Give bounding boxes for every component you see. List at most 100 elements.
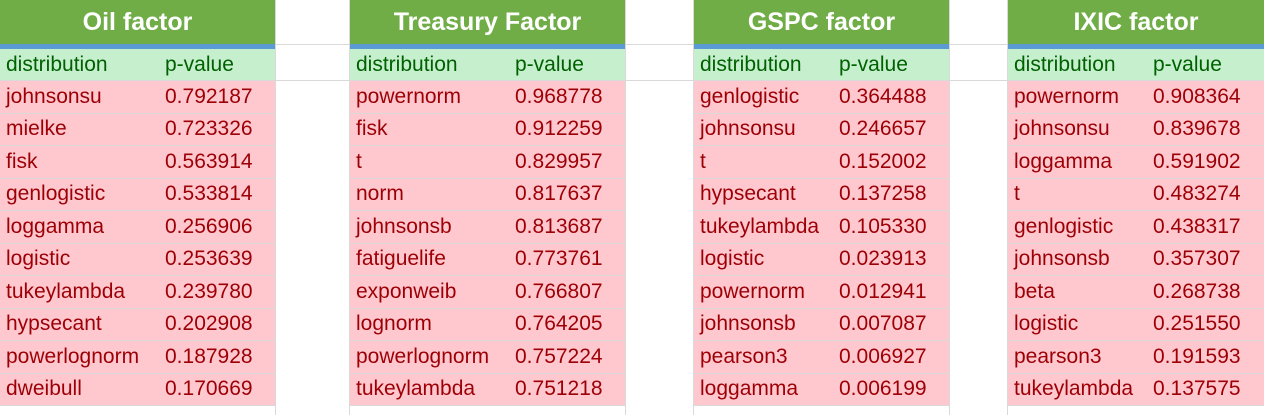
p-value-cell[interactable]: 0.792187 xyxy=(165,84,253,108)
p-value-cell[interactable]: 0.268738 xyxy=(1153,279,1241,303)
distribution-cell[interactable]: mielke xyxy=(6,117,67,141)
p-value-cell[interactable]: 0.483274 xyxy=(1153,182,1241,206)
column-header-p-value[interactable]: p-value xyxy=(165,52,234,76)
empty-column-gap[interactable] xyxy=(275,0,350,415)
distribution-cell[interactable]: fisk xyxy=(356,117,388,141)
column-header-distribution[interactable]: distribution xyxy=(356,52,458,76)
p-value-cell[interactable]: 0.766807 xyxy=(515,279,603,303)
distribution-cell[interactable]: powernorm xyxy=(1014,84,1120,108)
distribution-cell[interactable]: tukeylambda xyxy=(1014,377,1134,401)
p-value-cell[interactable]: 0.105330 xyxy=(839,214,927,238)
p-value-cell[interactable]: 0.246657 xyxy=(839,117,927,141)
distribution-cell[interactable]: exponweib xyxy=(356,279,457,303)
distribution-cell[interactable]: genlogistic xyxy=(1014,214,1114,238)
distribution-cell[interactable]: dweibull xyxy=(6,377,82,401)
distribution-cell[interactable]: johnsonsu xyxy=(700,117,796,141)
distribution-cell[interactable]: powernorm xyxy=(356,84,462,108)
column-header-distribution[interactable]: distribution xyxy=(700,52,802,76)
distribution-cell[interactable]: fisk xyxy=(6,149,38,173)
table-title[interactable]: GSPC factor xyxy=(694,0,949,49)
p-value-cell[interactable]: 0.757224 xyxy=(515,344,603,368)
distribution-cell[interactable]: pearson3 xyxy=(1014,344,1102,368)
distribution-cell[interactable]: genlogistic xyxy=(700,84,800,108)
p-value-cell[interactable]: 0.170669 xyxy=(165,377,253,401)
table-row: t 0.829957 xyxy=(350,146,625,179)
distribution-cell[interactable]: tukeylambda xyxy=(6,279,126,303)
distribution-cell[interactable]: loggamma xyxy=(1014,149,1113,173)
p-value-cell[interactable]: 0.751218 xyxy=(515,377,603,401)
p-value-cell[interactable]: 0.533814 xyxy=(165,182,253,206)
distribution-cell[interactable]: norm xyxy=(356,182,404,206)
p-value-cell[interactable]: 0.438317 xyxy=(1153,214,1241,238)
p-value-cell[interactable]: 0.908364 xyxy=(1153,84,1241,108)
column-header-p-value[interactable]: p-value xyxy=(515,52,584,76)
distribution-cell[interactable]: hypsecant xyxy=(700,182,796,206)
p-value-cell[interactable]: 0.006927 xyxy=(839,344,927,368)
p-value-cell[interactable]: 0.012941 xyxy=(839,279,927,303)
p-value-cell[interactable]: 0.007087 xyxy=(839,312,927,336)
distribution-cell[interactable]: powerlognorm xyxy=(6,344,140,368)
distribution-cell[interactable]: johnsonsb xyxy=(700,312,796,336)
p-value-cell[interactable]: 0.813687 xyxy=(515,214,603,238)
column-header-p-value[interactable]: p-value xyxy=(1153,52,1222,76)
p-value-cell[interactable]: 0.563914 xyxy=(165,149,253,173)
column-header-p-value[interactable]: p-value xyxy=(839,52,908,76)
p-value-cell[interactable]: 0.137575 xyxy=(1153,377,1241,401)
p-value-cell[interactable]: 0.829957 xyxy=(515,149,603,173)
table-title[interactable]: Treasury Factor xyxy=(350,0,625,49)
distribution-cell[interactable]: johnsonsb xyxy=(356,214,452,238)
distribution-cell[interactable]: johnsonsu xyxy=(1014,117,1110,141)
distribution-cell[interactable]: loggamma xyxy=(6,214,105,238)
distribution-cell[interactable]: genlogistic xyxy=(6,182,106,206)
distribution-cell[interactable]: lognorm xyxy=(356,312,432,336)
distribution-cell[interactable]: logistic xyxy=(700,247,765,271)
distribution-cell[interactable]: loggamma xyxy=(700,377,799,401)
distribution-cell[interactable]: tukeylambda xyxy=(700,214,820,238)
distribution-cell[interactable]: t xyxy=(700,149,706,173)
distribution-cell[interactable]: t xyxy=(1014,182,1020,206)
distribution-cell[interactable]: beta xyxy=(1014,279,1055,303)
p-value-cell[interactable]: 0.023913 xyxy=(839,247,927,271)
p-value-cell[interactable]: 0.152002 xyxy=(839,149,927,173)
p-value-cell[interactable]: 0.591902 xyxy=(1153,149,1241,173)
p-value-cell[interactable]: 0.968778 xyxy=(515,84,603,108)
p-value-cell[interactable]: 0.364488 xyxy=(839,84,927,108)
p-value-cell[interactable]: 0.839678 xyxy=(1153,117,1241,141)
column-header-distribution[interactable]: distribution xyxy=(1014,52,1116,76)
column-header-distribution[interactable]: distribution xyxy=(6,52,108,76)
p-value-cell[interactable]: 0.357307 xyxy=(1153,247,1241,271)
p-value-cell[interactable]: 0.137258 xyxy=(839,182,927,206)
distribution-cell[interactable]: tukeylambda xyxy=(356,377,476,401)
table-title[interactable]: Oil factor xyxy=(0,0,275,49)
p-value-cell[interactable]: 0.773761 xyxy=(515,247,603,271)
table-row: powerlognorm 0.757224 xyxy=(350,341,625,374)
empty-column-gap[interactable] xyxy=(949,0,1008,415)
p-value-cell[interactable]: 0.006199 xyxy=(839,377,927,401)
p-value-cell[interactable]: 0.239780 xyxy=(165,279,253,303)
distribution-cell[interactable]: powernorm xyxy=(700,279,806,303)
distribution-cell[interactable]: johnsonsu xyxy=(6,84,102,108)
table-row: t 0.483274 xyxy=(1008,178,1264,211)
distribution-cell[interactable]: hypsecant xyxy=(6,312,102,336)
p-value-cell[interactable]: 0.817637 xyxy=(515,182,603,206)
p-value-cell[interactable]: 0.256906 xyxy=(165,214,253,238)
distribution-cell[interactable]: t xyxy=(356,149,362,173)
empty-column-gap[interactable] xyxy=(625,0,694,415)
distribution-cell[interactable]: logistic xyxy=(1014,312,1079,336)
p-value-cell[interactable]: 0.251550 xyxy=(1153,312,1241,336)
p-value-cell[interactable]: 0.253639 xyxy=(165,247,253,271)
p-value-cell[interactable]: 0.764205 xyxy=(515,312,603,336)
table-row: mielke 0.723326 xyxy=(0,113,275,146)
distribution-cell[interactable]: logistic xyxy=(6,247,71,271)
table-row: johnsonsb 0.357307 xyxy=(1008,243,1264,276)
distribution-cell[interactable]: fatiguelife xyxy=(356,247,446,271)
distribution-cell[interactable]: johnsonsb xyxy=(1014,247,1110,271)
p-value-cell[interactable]: 0.191593 xyxy=(1153,344,1241,368)
p-value-cell[interactable]: 0.723326 xyxy=(165,117,253,141)
p-value-cell[interactable]: 0.187928 xyxy=(165,344,253,368)
distribution-cell[interactable]: pearson3 xyxy=(700,344,788,368)
p-value-cell[interactable]: 0.912259 xyxy=(515,117,603,141)
table-title[interactable]: IXIC factor xyxy=(1008,0,1264,49)
distribution-cell[interactable]: powerlognorm xyxy=(356,344,490,368)
p-value-cell[interactable]: 0.202908 xyxy=(165,312,253,336)
